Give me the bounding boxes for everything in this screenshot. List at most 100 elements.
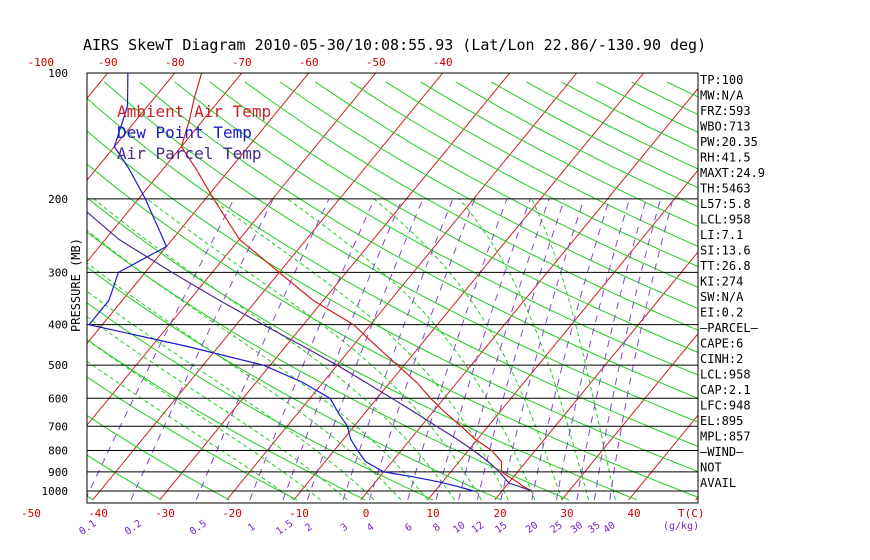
mixing-ratio-line [458,198,550,501]
dry-adiabat-line [808,82,870,500]
dry-adiabat-line [87,302,434,501]
top-temperature-tick-label: -70 [232,56,252,69]
temperature-tick-label: -40 [88,507,108,520]
stability-index-label: MW:N/A [700,89,744,103]
mixing-ratio-tick-label: 1.5 [274,518,295,537]
mixing-ratio-line [435,198,531,501]
temperature-tick-label: 30 [560,507,573,520]
plot-frame [86,72,699,504]
mixing-ratio-line [609,198,674,500]
mixing-ratio-tick-label: 3 [339,522,350,534]
pressure-tick-label: 200 [48,193,68,206]
air-parcel-temp-profile [87,211,533,492]
dry-adiabat-line [87,266,502,501]
mixing-ratio-line [87,198,235,498]
dry-adiabat-line [385,81,698,247]
isotherm-line [87,73,176,181]
dry-adiabat-line [87,454,162,501]
moist-adiabat-line [87,229,429,501]
temperature-tick-label: -30 [155,507,175,520]
mixing-ratio-line [368,198,476,501]
mixing-ratio-tick-label: 2 [303,522,314,534]
mixing-ratio-tick-label: 30 [569,520,585,536]
moist-adiabat-line [87,339,321,501]
ambient-air-temp-profile [180,73,533,492]
top-temperature-tick-label: -50 [366,56,386,69]
mixing-ratio-tick-label: 8 [431,522,442,534]
mixing-ratio-tick-label: 0.5 [188,518,209,537]
mixing-ratio-tick-label: 0.1 [77,518,98,537]
mixing-ratio-tick-label: 40 [602,520,618,536]
dry-adiabat-line [87,414,230,501]
mixing-ratio-tick-label: 4 [365,522,376,534]
stability-index-label: CAP:2.1 [700,383,751,397]
mixing-ratio-line [593,198,662,500]
dry-adiabat-line [666,81,698,98]
dry-adiabat-line [139,81,698,399]
stability-index-label: EI:0.2 [700,306,743,320]
pressure-tick-label: 1000 [42,485,69,498]
temperature-tick-label: 40 [627,507,640,520]
top-temperature-tick-label: -80 [165,56,185,69]
mixing-ratio-line [531,198,610,500]
pressure-tick-label: 100 [48,67,68,80]
mixing-ratio-line [249,198,375,501]
stability-index-label: LFC:948 [700,399,751,413]
dry-adiabat-line [350,81,698,268]
temperature-tick-label: -10 [289,507,309,520]
dry-adiabat-line [420,81,698,227]
pressure-tick-label: 500 [48,359,68,372]
top-temperature-tick-label: -60 [299,56,319,69]
stability-index-label: LCL:958 [700,213,751,227]
legend-entry: Ambient Air Temp [117,102,271,121]
dry-adiabat-line [279,81,698,310]
isotherm-line [763,64,870,500]
top-temperature-tick-label: -90 [98,56,118,69]
isotherm-line [226,73,578,501]
stability-index-label: L57:5.8 [700,197,751,211]
stability-index-label: —WIND— [700,445,744,459]
mixing-ratio-tick-label: 25 [549,520,565,536]
stability-index-label: TT:26.8 [700,259,751,273]
isotherm-line [628,414,698,501]
stability-index-label: SW:N/A [700,290,744,304]
isotherm-line [87,73,243,263]
temperature-tick-label: 0 [363,507,370,520]
dry-adiabat-line [843,82,870,500]
dry-adiabat-line [103,81,698,423]
isotherm-line [87,73,310,345]
mixing-ratio-line [556,198,630,500]
pressure-tick-label: 300 [48,266,68,279]
mixing-ratio-line [130,198,274,501]
temperature-unit-label: T(C) [678,507,705,520]
dry-adiabat-line [87,97,698,447]
isotherm-line [92,73,444,501]
mixing-ratio-tick-label: 15 [493,520,509,536]
isotherm-line [87,73,109,100]
legend-entry: Air Parcel Temp [117,144,262,163]
moist-adiabat-line [287,198,536,501]
legend-entry: Dew Point Temp [117,123,252,142]
mixing-ratio-line [282,198,403,501]
moist-adiabat-line [87,262,402,501]
stability-index-label: MAXT:24.9 [700,166,765,180]
mixing-ratio-line [500,198,585,501]
isotherm-line [494,251,698,501]
temperature-tick-label: -50 [21,507,41,520]
mixing-ratio-tick-label: 20 [524,520,540,536]
stability-index-label: LI:7.1 [700,228,743,242]
mixing-ratio-tick-label: 0.2 [123,518,144,537]
mixing-ratio-line [476,198,565,501]
mixing-ratio-tick-label: 1 [246,522,257,534]
dry-adiabat-line [87,338,366,501]
mixing-ratio-tick-label: 35 [586,520,602,536]
isotherm-line [427,169,698,501]
dry-adiabat-line [87,376,298,501]
stability-index-label: LCL:958 [700,368,751,382]
mixing-ratio-line [342,198,454,501]
dry-adiabat-line [87,231,570,501]
pressure-tick-label: 400 [48,319,68,332]
stability-index-label: MPL:857 [700,430,751,444]
mixing-ratio-tick-label: 12 [470,520,486,536]
dry-adiabat-line [174,81,698,376]
